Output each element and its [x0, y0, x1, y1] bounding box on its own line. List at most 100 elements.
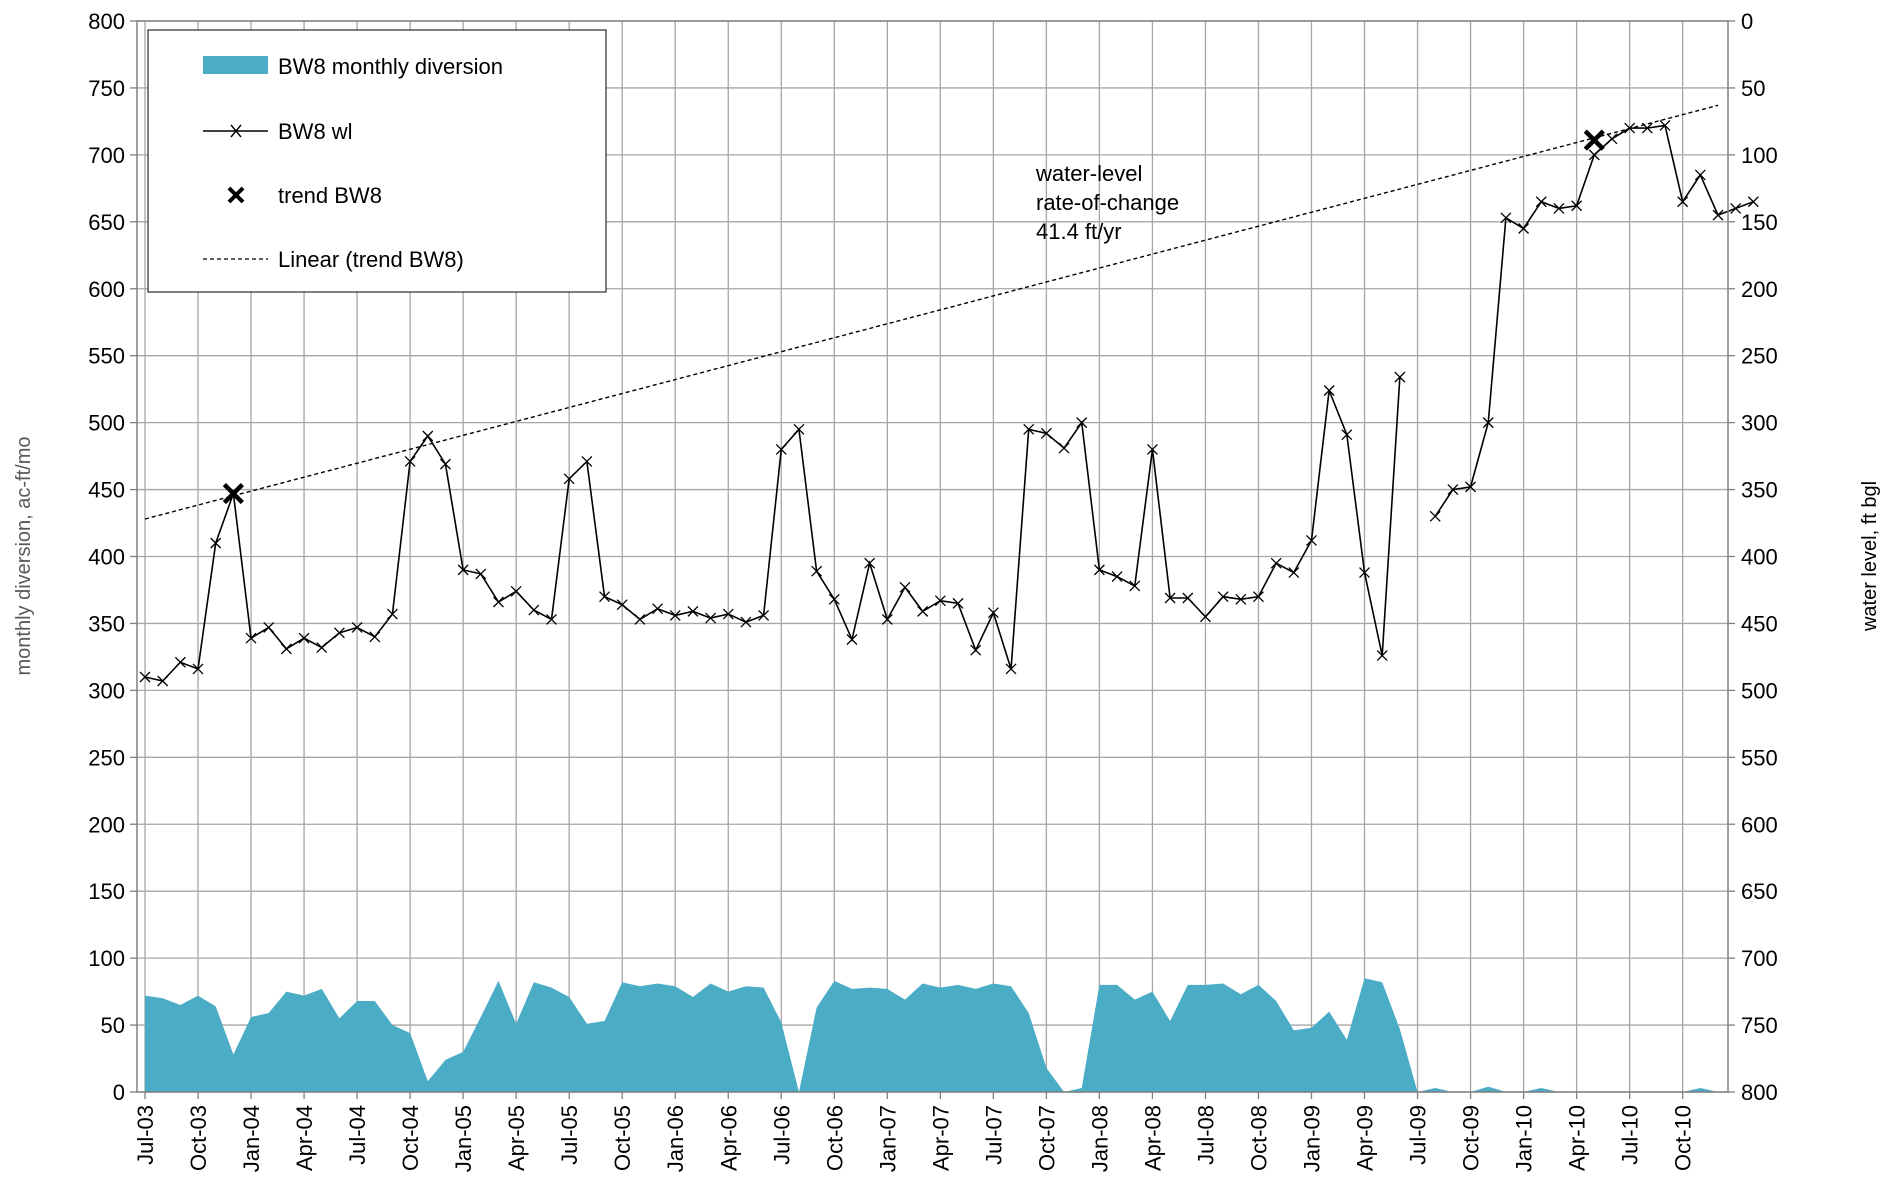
x-tick-label: Jan-04: [239, 1105, 264, 1172]
x-tick-label: Apr-08: [1140, 1105, 1165, 1171]
water-level-point: [793, 423, 805, 435]
water-level-point: [1730, 202, 1742, 214]
water-level-point: [1606, 133, 1618, 145]
legend-label-linear: Linear (trend BW8): [278, 247, 464, 272]
legend-label-wl: BW8 wl: [278, 119, 353, 144]
water-level-point: [298, 632, 310, 644]
y2-tick-label: 600: [1741, 812, 1778, 837]
water-level-point: [952, 597, 964, 609]
water-level-point: [510, 585, 522, 597]
water-level-point: [1005, 663, 1017, 675]
y-tick-label: 300: [88, 678, 125, 703]
water-level-point: [1146, 443, 1158, 455]
water-level-point: [210, 537, 222, 549]
y-tick-label: 100: [88, 946, 125, 971]
water-level-point: [634, 613, 646, 625]
water-level-point: [828, 593, 840, 605]
water-level-point: [1323, 385, 1335, 396]
x-tick-label: Oct-09: [1459, 1105, 1484, 1171]
water-level-point: [1306, 534, 1317, 546]
y2-tick-label: 250: [1741, 344, 1778, 369]
legend-item-trend: trend BW8: [227, 183, 382, 208]
water-level-point: [333, 627, 345, 639]
water-level-point: [1624, 122, 1636, 134]
water-level-point: [1270, 557, 1282, 569]
y2-tick-label: 50: [1741, 76, 1765, 101]
legend-swatch-diversion: [203, 56, 268, 74]
water-level-point: [1235, 593, 1247, 605]
water-level-point: [811, 565, 823, 577]
trend-point: [1583, 129, 1605, 151]
water-level-line-layer: [139, 119, 1759, 687]
water-level-point: [1553, 202, 1565, 214]
water-level-point: [616, 599, 628, 611]
legend-label-trend: trend BW8: [278, 183, 382, 208]
x-tick-label: Oct-08: [1246, 1105, 1271, 1171]
x-tick-label: Jan-06: [663, 1105, 688, 1172]
y-tick-label: 400: [88, 545, 125, 570]
water-level-point: [475, 568, 487, 580]
water-level-point: [1359, 567, 1370, 579]
y-tick-label: 350: [88, 611, 125, 636]
x-tick-label: Jan-05: [451, 1105, 476, 1172]
x-tick-label: Jul-07: [981, 1105, 1006, 1165]
y-tick-label: 800: [88, 9, 125, 34]
water-level-point: [1535, 196, 1547, 208]
water-level-point: [846, 634, 858, 645]
x-tick-label: Jul-03: [133, 1105, 158, 1165]
water-level-point: [758, 609, 770, 621]
water-level-point: [440, 458, 451, 470]
legend: BW8 monthly diversion BW8 wl trend BW8 L…: [147, 29, 607, 293]
water-level-point: [1341, 429, 1353, 441]
water-level-point: [970, 644, 982, 656]
diversion-area-layer: [145, 978, 1718, 1092]
x-tick-label: Oct-06: [822, 1105, 847, 1171]
diversion-area: [145, 978, 1718, 1092]
water-level-point: [652, 603, 664, 615]
trend-point: [222, 482, 244, 505]
x-tick-label: Jan-07: [875, 1105, 900, 1172]
x-tick-label: Apr-07: [928, 1105, 953, 1171]
water-level-point: [917, 605, 929, 617]
y-tick-label: 450: [88, 478, 125, 503]
y-tick-label: 250: [88, 745, 125, 770]
water-level-point: [1588, 149, 1600, 161]
y-tick-label: 600: [88, 277, 125, 302]
water-level-point: [422, 430, 434, 442]
water-level-point: [1694, 169, 1706, 181]
water-level-point: [1217, 591, 1229, 603]
water-level-point: [1111, 571, 1123, 583]
water-level-point: [1659, 119, 1671, 131]
water-level-point: [280, 643, 292, 655]
legend-marker-wl: [230, 124, 242, 138]
water-level-point: [722, 608, 734, 620]
y-tick-label: 550: [88, 344, 125, 369]
legend-label-diversion: BW8 monthly diversion: [278, 54, 503, 79]
water-level-point: [1076, 417, 1088, 429]
legend-marker-trend: [227, 186, 245, 204]
water-level-point: [1129, 580, 1141, 592]
water-level-point: [1429, 510, 1441, 522]
x-tick-label: Apr-09: [1353, 1105, 1378, 1171]
water-level-point: [1447, 484, 1459, 496]
water-level-point: [528, 604, 540, 616]
x-axis-ticks: Jul-03 Oct-03 Jan-04 Apr-04 Jul-04 Oct-04 Jan-…: [133, 1092, 1696, 1172]
y2-tick-label: 100: [1741, 143, 1778, 168]
water-level-point: [1518, 223, 1530, 234]
water-level-point: [899, 581, 911, 593]
water-level-point: [1482, 417, 1494, 429]
water-level-point: [1253, 591, 1264, 603]
water-level-point: [1058, 442, 1070, 454]
y2-tick-label: 800: [1741, 1080, 1778, 1105]
x-tick-label: Jul-09: [1406, 1105, 1431, 1165]
x-tick-label: Apr-10: [1565, 1105, 1590, 1171]
legend-item-wl: BW8 wl: [203, 119, 353, 144]
water-level-point: [581, 455, 593, 467]
water-level-point: [1500, 212, 1512, 224]
x-tick-label: Jul-08: [1193, 1105, 1218, 1165]
y-tick-label: 150: [88, 879, 125, 904]
water-level-point: [351, 621, 363, 633]
y2-tick-label: 200: [1741, 277, 1778, 302]
x-tick-label: Jan-08: [1087, 1105, 1112, 1172]
